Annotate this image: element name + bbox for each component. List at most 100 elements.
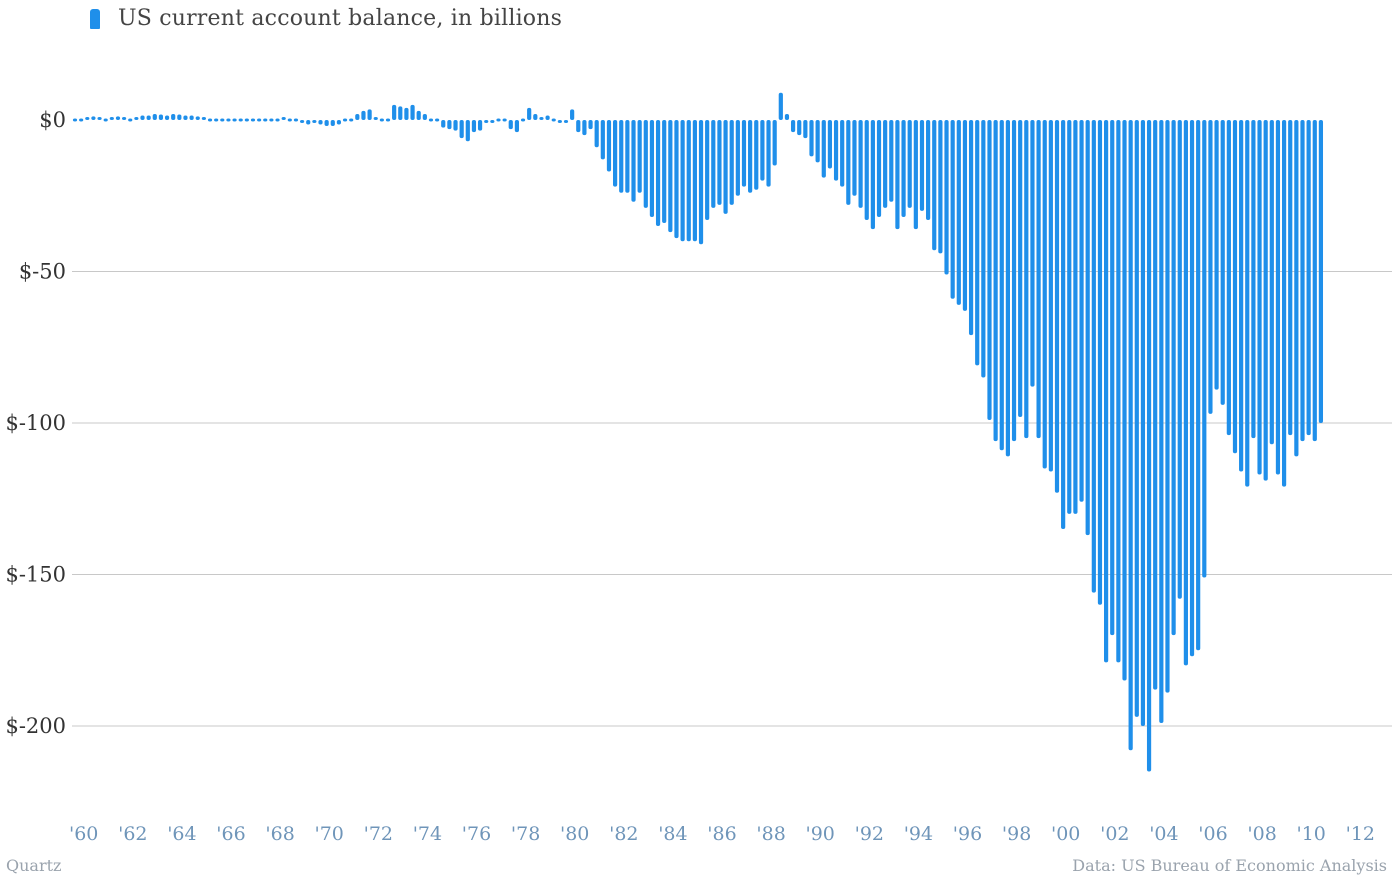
- data-bar: [342, 118, 348, 122]
- data-bar: [1312, 120, 1317, 442]
- data-bar: [97, 116, 102, 120]
- data-bar: [570, 109, 575, 120]
- x-tick-label: '82: [609, 823, 638, 845]
- data-bar: [514, 120, 519, 133]
- data-bar: [428, 118, 434, 122]
- data-bar: [864, 120, 869, 220]
- x-tick-label: '64: [167, 823, 196, 845]
- data-bar: [625, 120, 630, 193]
- data-bar: [1165, 120, 1170, 693]
- legend-label: US current account balance, in billions: [118, 6, 563, 31]
- data-bar: [115, 116, 121, 120]
- data-bar: [649, 120, 655, 217]
- data-bar: [244, 118, 249, 122]
- data-bar: [698, 120, 704, 245]
- data-bar: [79, 118, 84, 122]
- data-bar: [950, 120, 955, 299]
- data-bar: [643, 120, 648, 208]
- data-bar: [164, 115, 170, 120]
- data-bar: [140, 115, 145, 120]
- data-bar: [85, 116, 90, 120]
- data-bar: [944, 120, 949, 275]
- data-bar: [545, 115, 550, 120]
- data-bar: [815, 120, 820, 163]
- data-bar: [962, 120, 968, 311]
- data-bar: [686, 120, 691, 242]
- data-bar: [1018, 120, 1023, 417]
- data-bar: [1140, 120, 1146, 726]
- data-bar: [852, 120, 857, 196]
- data-bar: [748, 120, 753, 193]
- x-tick-label: '62: [118, 823, 147, 845]
- data-bar: [754, 120, 759, 190]
- data-bar: [1318, 120, 1324, 423]
- x-tick-label: '10: [1297, 823, 1326, 845]
- data-bar: [613, 120, 618, 187]
- data-bar: [214, 118, 219, 122]
- x-tick-label: '74: [413, 823, 442, 845]
- data-bar: [287, 118, 292, 122]
- data-bar: [1189, 120, 1195, 657]
- data-bar: [551, 118, 556, 122]
- data-bar: [1159, 120, 1164, 723]
- data-bar: [1097, 120, 1103, 605]
- data-bar: [870, 120, 875, 230]
- data-bar: [257, 118, 262, 122]
- data-bar: [207, 118, 213, 122]
- data-bar: [662, 120, 667, 224]
- data-bar: [1085, 120, 1090, 536]
- data-bar: [171, 113, 176, 120]
- data-bar: [1054, 120, 1060, 493]
- data-bar: [981, 120, 986, 378]
- data-bar: [103, 118, 108, 122]
- data-bar: [1239, 120, 1244, 472]
- data-bar: [674, 120, 679, 239]
- x-tick-label: '04: [1149, 823, 1178, 845]
- data-bar: [109, 116, 114, 120]
- data-bar: [846, 120, 851, 205]
- data-bar: [318, 120, 323, 125]
- data-bar: [72, 118, 78, 122]
- data-bar: [232, 118, 237, 122]
- x-tick-label: '94: [904, 823, 933, 845]
- data-bar: [692, 120, 697, 242]
- data-bar: [533, 113, 538, 120]
- data-bar: [809, 120, 814, 157]
- y-tick-label: $-50: [19, 260, 66, 284]
- data-bar: [1183, 120, 1188, 666]
- data-bar: [766, 120, 771, 187]
- data-bar: [1288, 120, 1293, 436]
- data-bar: [833, 120, 839, 181]
- data-bar: [1245, 120, 1250, 487]
- y-tick-label: $-150: [5, 563, 66, 587]
- data-bar: [471, 120, 477, 133]
- data-bar: [606, 120, 612, 172]
- data-bar: [729, 120, 734, 205]
- data-bar: [306, 120, 311, 125]
- data-bar: [557, 120, 562, 124]
- data-bar: [938, 120, 943, 254]
- data-bar: [858, 120, 863, 208]
- data-bar: [324, 120, 329, 127]
- x-tick-label: '78: [511, 823, 540, 845]
- data-bar: [189, 115, 194, 120]
- data-bar: [312, 120, 317, 124]
- data-bar: [146, 115, 151, 120]
- x-tick-label: '84: [658, 823, 687, 845]
- data-bar: [416, 110, 421, 120]
- data-bar: [563, 120, 569, 124]
- data-bar: [594, 120, 599, 148]
- x-tick-label: '96: [953, 823, 982, 845]
- data-bar: [1251, 120, 1256, 439]
- data-bar: [600, 120, 605, 160]
- data-bar: [1030, 120, 1035, 387]
- data-bar: [913, 120, 918, 230]
- x-tick-label: '68: [265, 823, 294, 845]
- data-bar: [1110, 120, 1115, 636]
- data-bar: [379, 118, 384, 122]
- data-bar: [183, 115, 188, 120]
- data-bar: [496, 118, 501, 122]
- data-bar: [1116, 120, 1121, 663]
- data-bar: [668, 120, 673, 233]
- data-bar: [435, 118, 440, 122]
